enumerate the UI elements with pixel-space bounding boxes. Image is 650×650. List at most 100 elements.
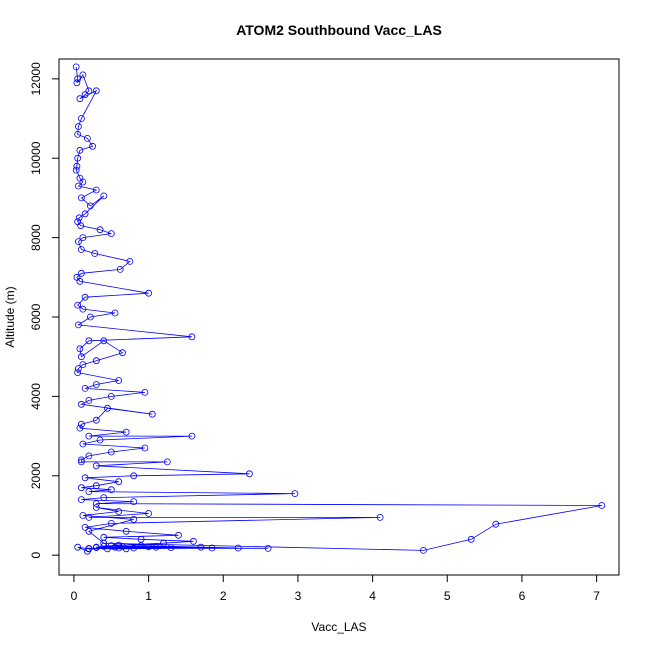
data-point — [119, 543, 126, 550]
data-point — [81, 384, 89, 392]
y-tick-label: 12000 — [29, 62, 43, 96]
data-point — [72, 166, 80, 174]
data-point — [85, 337, 93, 345]
data-point — [119, 349, 126, 357]
data-point — [76, 345, 84, 353]
data-point — [148, 410, 156, 418]
data-point — [78, 496, 85, 504]
data-point — [76, 277, 84, 285]
y-tick-label: 2000 — [29, 462, 43, 489]
x-tick-label: 4 — [369, 589, 376, 603]
data-point — [78, 458, 85, 466]
data-point — [116, 265, 124, 273]
data-point — [197, 543, 205, 551]
x-tick-label: 1 — [145, 589, 152, 603]
data-point — [81, 91, 89, 99]
data-point — [115, 544, 123, 552]
x-tick-label: 3 — [295, 589, 302, 603]
data-point — [130, 472, 138, 480]
data-point — [100, 533, 108, 541]
data-point — [75, 123, 82, 130]
data-point — [79, 71, 87, 79]
data-point — [78, 456, 85, 464]
data-point — [130, 544, 138, 552]
data-point — [107, 230, 115, 238]
data-point — [189, 537, 197, 545]
data-point — [85, 527, 93, 535]
data-point — [145, 510, 153, 517]
data-point — [79, 512, 87, 519]
data-point — [84, 547, 91, 555]
data-point — [75, 214, 83, 222]
data-point — [115, 508, 123, 515]
data-point — [85, 488, 93, 496]
data-point — [419, 547, 427, 554]
chart-title: ATOM2 Southbound Vacc_LAS — [236, 22, 442, 38]
data-point — [107, 448, 115, 456]
data-point — [85, 87, 93, 95]
data-point — [79, 305, 87, 313]
data-point — [74, 543, 82, 551]
data-point — [208, 544, 216, 552]
data-point — [188, 432, 196, 440]
data-point — [78, 484, 85, 492]
data-point — [107, 542, 115, 549]
data-point — [104, 404, 111, 412]
x-tick-label: 6 — [519, 589, 526, 603]
data-point — [75, 365, 82, 373]
data-point — [163, 458, 171, 466]
y-axis: 0 2000 4000 6000 8000 10000 12000 — [29, 62, 60, 558]
data-point — [78, 420, 85, 428]
data-point — [100, 494, 108, 502]
data-point — [74, 369, 82, 377]
data-point — [111, 309, 119, 317]
data-point — [92, 544, 100, 551]
data-point — [87, 202, 94, 210]
data-point — [78, 400, 85, 408]
data-point — [141, 444, 149, 452]
data-point — [81, 474, 89, 482]
data-point — [92, 87, 100, 95]
x-tick-label: 0 — [71, 589, 78, 603]
y-axis-label: Altitude (m) — [3, 286, 17, 347]
data-point — [76, 95, 84, 103]
data-point — [96, 226, 104, 234]
data-point — [72, 63, 80, 71]
data-point — [130, 516, 138, 523]
data-point — [79, 361, 87, 369]
data-point — [78, 246, 85, 253]
data-point — [74, 75, 82, 83]
data-point — [87, 313, 94, 321]
data-point — [92, 186, 100, 194]
data-point — [115, 377, 123, 384]
data-point — [111, 543, 119, 551]
data-point — [107, 486, 115, 494]
data-point — [78, 115, 85, 122]
data-point — [92, 462, 100, 470]
data-point — [77, 222, 85, 230]
data-point — [75, 238, 82, 246]
data-point — [152, 543, 160, 551]
data-point — [126, 257, 134, 265]
data-point — [175, 531, 182, 539]
data-point — [74, 130, 82, 138]
data-point — [92, 416, 100, 424]
data-point — [78, 194, 85, 202]
data-point — [107, 520, 115, 527]
data-point — [492, 520, 500, 528]
data-point — [92, 504, 100, 511]
data-point — [107, 392, 115, 400]
data-point — [79, 178, 87, 186]
data-point — [85, 514, 93, 521]
data-point — [115, 541, 123, 549]
x-tick-label: 2 — [220, 589, 227, 603]
data-point — [234, 544, 242, 552]
data-point — [89, 142, 96, 150]
data-point — [130, 498, 138, 506]
data-point — [81, 293, 89, 301]
data-point — [145, 289, 153, 297]
data-point — [73, 162, 81, 170]
data-point — [75, 182, 82, 190]
